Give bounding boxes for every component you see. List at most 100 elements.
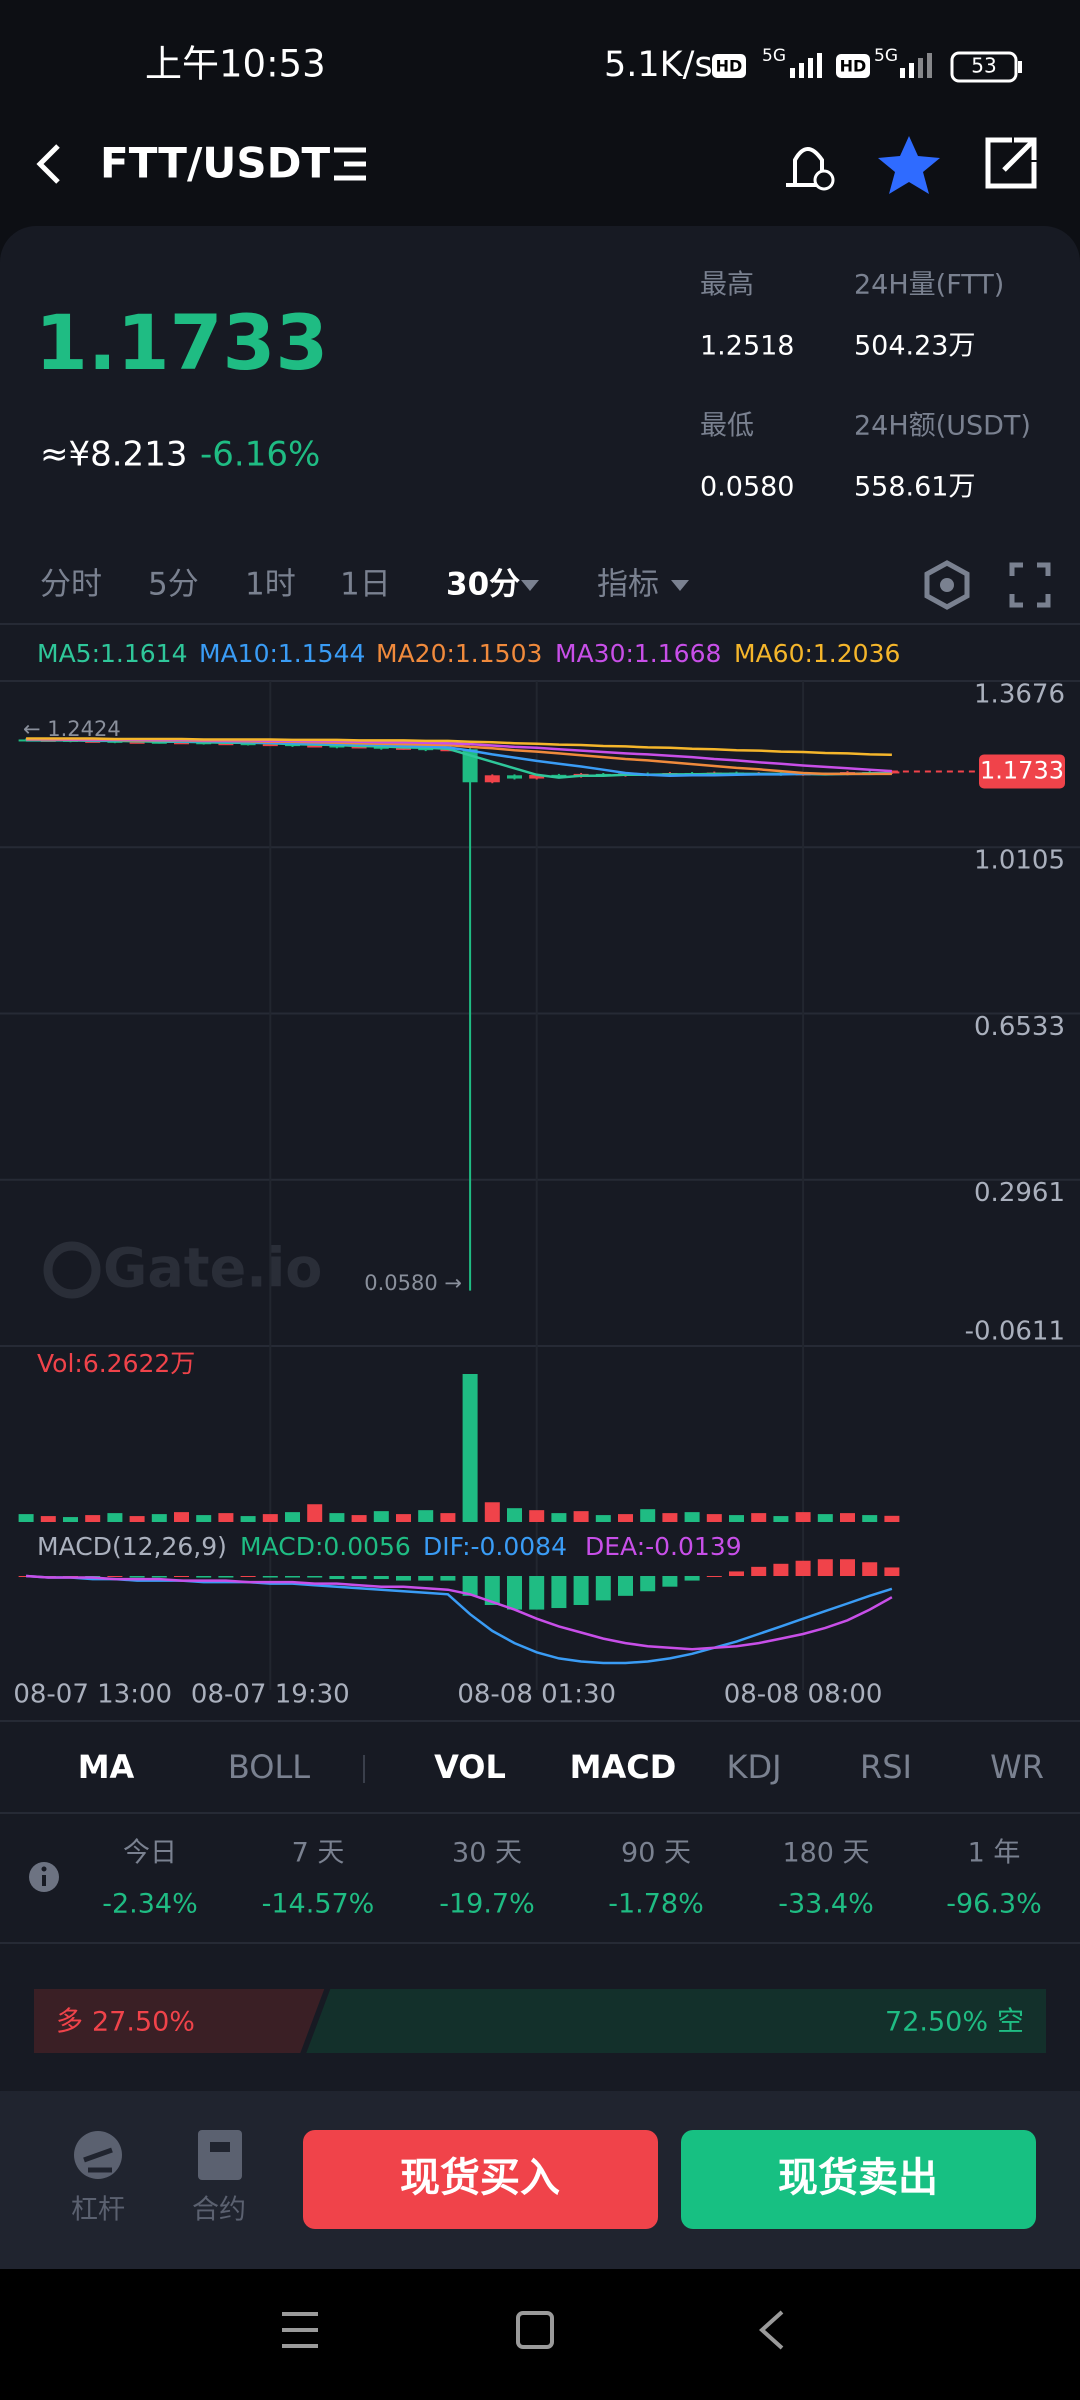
period-label: 30 天 xyxy=(452,1838,522,1869)
back-button[interactable] xyxy=(36,144,60,184)
indicator-menu[interactable]: 指标 xyxy=(597,567,659,603)
nav-icons xyxy=(282,2310,784,2350)
candle-body xyxy=(262,744,278,747)
sell-button[interactable] xyxy=(681,2130,1036,2229)
ma-legend: MA5:1.1614 xyxy=(37,639,187,668)
share-button[interactable] xyxy=(985,137,1037,189)
volume-bar xyxy=(174,1512,189,1522)
y-tick-label: 0.2961 xyxy=(974,1178,1065,1208)
macd-bar xyxy=(551,1576,567,1609)
macd-bar xyxy=(440,1576,456,1581)
stat-value: 504.23万 xyxy=(854,331,975,362)
volume-bar xyxy=(862,1515,878,1522)
volume-bar xyxy=(85,1515,101,1522)
stat-label: 24H量(FTT) xyxy=(854,270,1004,301)
volume-bar xyxy=(507,1508,522,1522)
interval-tab[interactable]: 1日 xyxy=(340,567,391,603)
macd-bar xyxy=(773,1563,789,1576)
hd-text: HD xyxy=(716,57,743,76)
sell-label[interactable]: 现货卖出 xyxy=(778,2155,938,2201)
nav-menu[interactable] xyxy=(282,2312,318,2348)
volume-bar xyxy=(706,1514,722,1522)
y-tick-label: 0.6533 xyxy=(974,1012,1065,1042)
volume-bar xyxy=(240,1516,256,1522)
indicator-tab-active[interactable]: MACD xyxy=(570,1748,677,1786)
volume-bar xyxy=(551,1513,567,1522)
short-label: 空 xyxy=(997,2007,1024,2038)
volume-bar xyxy=(662,1513,678,1522)
indicator-tab[interactable]: BOLL xyxy=(228,1748,310,1786)
signal-2 xyxy=(900,53,932,78)
stat-value: 1.2518 xyxy=(700,331,794,362)
indicator-tab-active[interactable]: VOL xyxy=(434,1748,506,1786)
indicator-tab[interactable]: WR xyxy=(990,1748,1044,1786)
macd-bar xyxy=(107,1576,123,1577)
favorite-button[interactable] xyxy=(878,136,940,194)
interval-tab[interactable]: 5分 xyxy=(148,567,199,603)
fullscreen-button[interactable] xyxy=(1009,562,1051,608)
macd-bar xyxy=(418,1576,434,1581)
volume-bar xyxy=(529,1510,545,1522)
period-change: -1.78% xyxy=(608,1889,704,1920)
volume-bar xyxy=(573,1511,589,1522)
x-tick-label: 08-07 13:00 xyxy=(13,1680,172,1710)
volume-bar xyxy=(396,1514,411,1522)
candle-body xyxy=(551,774,567,777)
volume-bar xyxy=(817,1514,833,1522)
volume-bar xyxy=(40,1516,56,1522)
volume-bar xyxy=(151,1514,167,1522)
pair-menu[interactable] xyxy=(334,147,366,181)
volume-bar xyxy=(440,1513,456,1522)
period-change: -96.3% xyxy=(946,1889,1042,1920)
y-tick-label: 1.0105 xyxy=(974,846,1065,876)
macd-bar xyxy=(462,1576,478,1596)
macd-bar xyxy=(706,1576,722,1577)
macd-bar xyxy=(285,1576,300,1578)
macd-bar xyxy=(573,1576,589,1605)
macd-bar xyxy=(174,1576,189,1577)
volume-bar xyxy=(418,1510,434,1522)
interval-tab[interactable]: 1时 xyxy=(245,567,296,603)
settings-button[interactable] xyxy=(924,560,970,610)
period-label: 90 天 xyxy=(621,1838,691,1869)
futures-label[interactable]: 合约 xyxy=(192,2195,246,2226)
ma-legend: MA30:1.1668 xyxy=(555,639,721,668)
volume-bar xyxy=(107,1513,123,1522)
info-icon-dot xyxy=(41,1866,47,1872)
nav-back[interactable] xyxy=(759,2310,784,2350)
battery-level: 53 xyxy=(971,54,996,78)
info-icon-bar xyxy=(42,1875,46,1886)
period-label: 今日 xyxy=(123,1838,177,1869)
long-label: 多 xyxy=(56,2007,83,2038)
macd-bar xyxy=(218,1576,234,1578)
buy-label[interactable]: 现货买入 xyxy=(400,2155,560,2201)
macd-bar xyxy=(884,1567,900,1576)
volume-bar xyxy=(329,1513,345,1522)
pair-title[interactable]: FTT/USDT xyxy=(100,139,331,188)
volume-bar xyxy=(307,1504,323,1522)
futures-icon[interactable] xyxy=(198,2130,242,2180)
macd-bar xyxy=(862,1562,878,1576)
short-share xyxy=(306,1989,1046,2053)
volume-bar xyxy=(729,1515,744,1522)
buy-button[interactable] xyxy=(303,2130,658,2229)
nav-home[interactable] xyxy=(516,2311,554,2349)
indicator-tab-active[interactable]: MA xyxy=(78,1748,135,1786)
period-label: 1 年 xyxy=(968,1838,1021,1869)
futures-icon-mark xyxy=(210,2142,230,2152)
macd-bar xyxy=(618,1576,633,1596)
signal-1 xyxy=(790,53,822,78)
macd-bar xyxy=(129,1576,145,1578)
indicator-tab[interactable]: KDJ xyxy=(726,1748,781,1786)
interval-tab[interactable]: 分时 xyxy=(40,567,102,603)
margin-label[interactable]: 杠杆 xyxy=(71,2195,125,2226)
macd-bar xyxy=(662,1576,678,1587)
margin-icon-mark xyxy=(83,2147,113,2173)
dropdown-arrow xyxy=(521,580,539,591)
interval-tab-active[interactable]: 30分 xyxy=(446,567,520,603)
volume-bar xyxy=(595,1515,611,1522)
volume-bar xyxy=(462,1374,478,1522)
long-value: 27.50% xyxy=(92,2007,195,2038)
indicator-tab[interactable]: RSI xyxy=(860,1748,912,1786)
